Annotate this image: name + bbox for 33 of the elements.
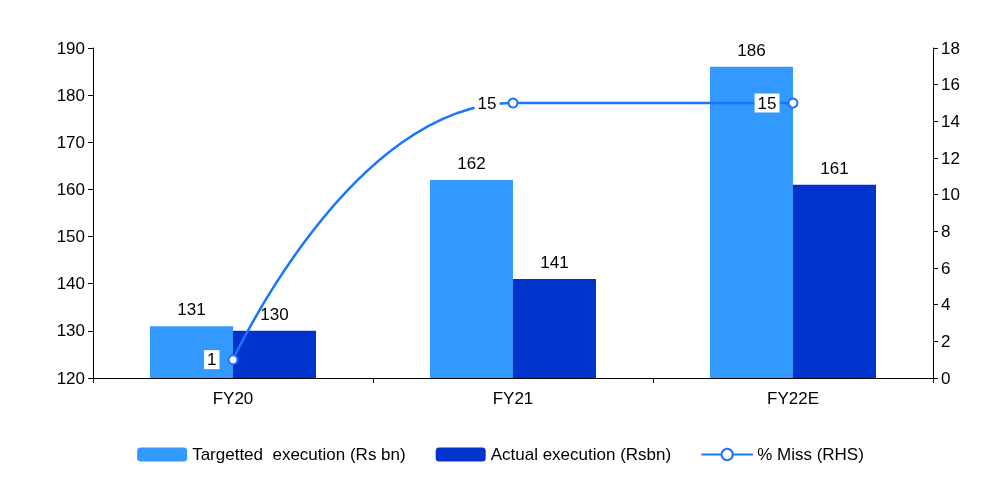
data-label: 131 bbox=[177, 300, 206, 320]
legend-label: Actual execution (Rsbn) bbox=[490, 445, 672, 464]
y2-tick-label: 14 bbox=[941, 111, 960, 131]
legend-label: Targetted execution (Rs bn) bbox=[192, 445, 406, 464]
y2-tick-label: 16 bbox=[941, 75, 960, 95]
data-label: 162 bbox=[457, 154, 486, 173]
x-tick-label: FY20 bbox=[212, 389, 254, 408]
data-label: 15 bbox=[757, 93, 777, 113]
y-tick-label: 190 bbox=[56, 38, 85, 58]
y2-tick-label: 0 bbox=[941, 368, 951, 388]
y-tick-label: 120 bbox=[56, 368, 85, 388]
data-label: 186 bbox=[737, 40, 766, 60]
y2-tick-label: 12 bbox=[941, 148, 960, 168]
y-tick-label: 130 bbox=[56, 321, 85, 341]
data-label: 15 bbox=[477, 93, 497, 113]
data-label: 1 bbox=[207, 350, 217, 370]
data-label: 141 bbox=[540, 253, 569, 272]
y2-tick-label: 10 bbox=[941, 185, 960, 205]
x-tick-label: FY21 bbox=[492, 389, 534, 408]
y-tick-label: 160 bbox=[56, 179, 85, 199]
y2-tick-label: 18 bbox=[941, 38, 960, 58]
y-tick-label: 180 bbox=[56, 85, 85, 105]
x-tick-label: FY22E bbox=[767, 389, 819, 408]
y2-tick-label: 6 bbox=[941, 258, 951, 278]
data-label: 130 bbox=[260, 304, 289, 324]
y-tick-label: 140 bbox=[56, 274, 85, 294]
y2-tick-label: 8 bbox=[941, 221, 951, 241]
y-tick-label: 170 bbox=[56, 132, 85, 152]
y2-tick-label: 2 bbox=[941, 331, 951, 351]
data-label: 161 bbox=[820, 158, 849, 178]
y-tick-label: 150 bbox=[56, 227, 85, 247]
y2-tick-label: 4 bbox=[941, 295, 951, 315]
legend-label: % Miss (RHS) bbox=[757, 445, 864, 464]
